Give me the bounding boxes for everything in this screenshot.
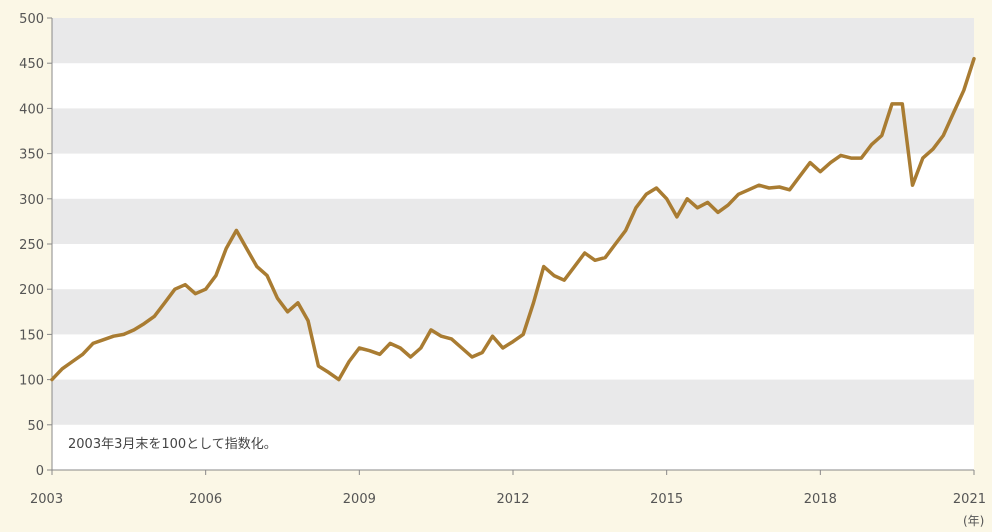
y-tick-label: 500 <box>19 12 44 27</box>
y-tick-label: 250 <box>19 238 44 253</box>
y-tick-label: 400 <box>19 102 44 117</box>
x-tick-label: 2012 <box>496 492 529 507</box>
x-axis-unit-label: (年) <box>963 514 984 528</box>
y-tick-label: 350 <box>19 148 44 163</box>
y-tick-label: 450 <box>19 57 44 72</box>
x-tick-label: 2015 <box>650 492 683 507</box>
y-tick-label: 150 <box>19 328 44 343</box>
y-tick-label: 100 <box>19 374 44 389</box>
series-line <box>50 56 976 382</box>
y-axis-ticks: 0 50 100 150 200 250 300 350 400 450 500 <box>19 12 52 479</box>
y-tick-label: 50 <box>27 419 44 434</box>
grid-band <box>52 108 974 154</box>
x-tick-label: 2006 <box>189 492 222 507</box>
x-tick-label: 2018 <box>804 492 837 507</box>
x-tick-label: 2009 <box>343 492 376 507</box>
grid-band <box>52 18 974 64</box>
y-tick-label: 0 <box>36 464 44 479</box>
y-tick-label: 200 <box>19 283 44 298</box>
chart-annotation: 2003年3月末を100として指数化。 <box>68 437 277 452</box>
grid-bands <box>52 18 974 425</box>
grid-band <box>52 198 974 244</box>
grid-band <box>52 379 974 425</box>
grid-band <box>52 289 974 335</box>
x-tick-label: 2021 <box>953 492 986 507</box>
x-axis-ticks: 2003 2006 2009 2012 2015 2018 2021 <box>30 470 986 507</box>
x-tick-label: 2003 <box>30 492 63 507</box>
series-group <box>50 56 976 382</box>
y-tick-label: 300 <box>19 193 44 208</box>
